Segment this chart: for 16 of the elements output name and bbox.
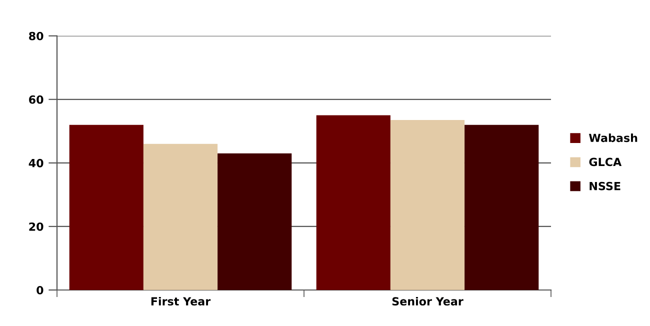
bar — [218, 153, 292, 290]
y-tick-label: 0 — [36, 286, 44, 294]
y-tick-label: 40 — [28, 158, 44, 168]
legend-label: Wabash — [588, 133, 638, 142]
y-tick-label: 60 — [29, 95, 44, 104]
bar — [316, 115, 390, 290]
bar — [143, 144, 218, 290]
x-tick-label: Senior Year — [392, 296, 464, 306]
bar — [390, 120, 465, 290]
legend-label: GLCA — [589, 158, 622, 166]
bar — [69, 124, 144, 290]
y-tick-label: 20 — [29, 222, 44, 231]
x-tick-label: First Year — [151, 296, 211, 306]
legend-label: NSSE — [590, 182, 620, 190]
y-tick-label: 80 — [29, 32, 44, 40]
bar — [464, 124, 539, 290]
